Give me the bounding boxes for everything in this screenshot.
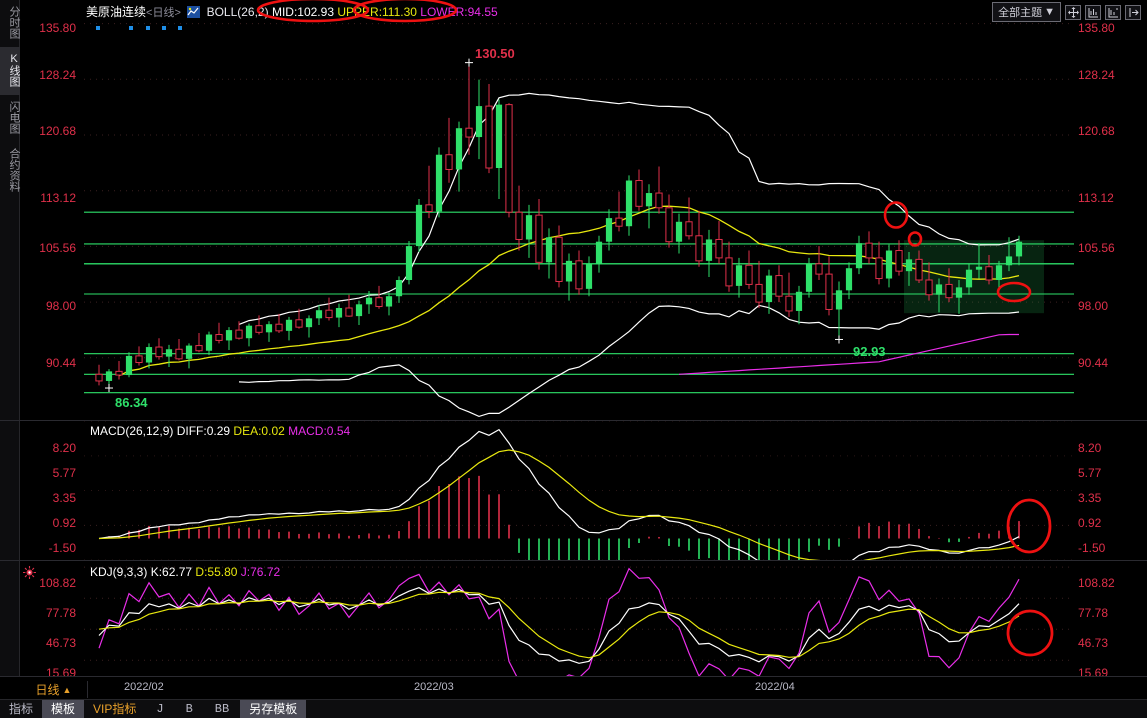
axis-tick: 108.82: [1078, 576, 1115, 590]
kdj-title: KDJ(9,3,3): [90, 565, 148, 579]
kdj-axis-right: 108.82 77.78 46.73 15.69: [1074, 560, 1136, 680]
macd-axis-left: 8.20 5.77 3.35 0.92 -1.50: [20, 420, 80, 560]
axis-tick: 77.78: [45, 606, 76, 620]
tab-template[interactable]: 模板: [42, 700, 85, 718]
axis-tick: 46.73: [45, 636, 76, 650]
tab-vip-indicator[interactable]: VIP指标: [93, 702, 137, 716]
tab-save-template[interactable]: 另存模板: [240, 700, 307, 718]
axis-tick: 90.44: [1078, 356, 1109, 370]
settings-sun-icon[interactable]: [23, 566, 36, 579]
axis-tick: -1.50: [48, 541, 76, 555]
layout-exit-icon[interactable]: [1125, 4, 1141, 20]
boll-lower-value: LOWER:94.55: [420, 5, 498, 19]
caret-up-icon: ▲: [62, 684, 72, 695]
axis-tick: 46.73: [1078, 636, 1109, 650]
price-axis-left: 135.80 128.24 120.68 113.12 105.56 98.00…: [20, 0, 80, 420]
theme-selector[interactable]: 全部主题 ▼: [992, 2, 1061, 22]
kdj-d-value: D:55.80: [195, 565, 238, 579]
axis-tick: 3.35: [1078, 491, 1102, 505]
boll-upper-value: UPPER:111.30: [337, 5, 417, 19]
left-sidebar: 分时图 K线图 闪电图 合约资料: [0, 0, 20, 694]
sidebar-item-label: 分时图: [8, 6, 20, 39]
period-label: <日线>: [146, 7, 181, 19]
price-axis-right: 135.80 128.24 120.68 113.12 105.56 98.00…: [1074, 0, 1136, 420]
chart-icon: [187, 6, 201, 18]
chart-header: 美原油连续<日线> BOLL(26,2) MID:102.93 UPPER:11…: [86, 3, 498, 20]
sidebar-item-label: 闪电图: [8, 101, 20, 134]
date-tick: 2022/03: [414, 681, 454, 693]
axis-tick: 0.92: [1078, 516, 1102, 530]
boll-mid-value: MID:102.93: [271, 5, 334, 19]
macd-header: MACD(26,12,9) DIFF:0.29 DEA:0.02 MACD:0.…: [90, 424, 350, 438]
axis-tick: 8.20: [1078, 441, 1102, 455]
sidebar-item-contract-info[interactable]: 合约资料: [0, 142, 20, 200]
axis-tick: 5.77: [52, 466, 76, 480]
axis-tick: 113.12: [1078, 191, 1114, 205]
axis-tick: 128.24: [1078, 68, 1115, 82]
macd-dea-value: DEA:0.02: [233, 424, 285, 438]
axis-tick: 0.92: [52, 516, 76, 530]
panel-divider: [0, 560, 1147, 561]
macd-value: MACD:0.54: [288, 424, 351, 438]
tab-indicator[interactable]: 指标: [9, 702, 34, 716]
layout-two-icon[interactable]: [1105, 4, 1121, 20]
axis-tick: 120.68: [39, 124, 76, 138]
top-toolbar: 全部主题 ▼: [992, 2, 1141, 22]
axis-tick: 108.82: [39, 576, 76, 590]
period-low-label-left: 86.34: [115, 395, 148, 410]
axis-tick: 3.35: [52, 491, 76, 505]
sidebar-item-label: 合约资料: [8, 148, 20, 192]
price-chart-panel[interactable]: [84, 0, 1074, 420]
axis-tick: 128.24: [39, 68, 76, 82]
axis-tick: 120.68: [1078, 124, 1115, 138]
axis-tick: 113.12: [40, 191, 76, 205]
date-axis: 2022/02 2022/03 2022/04: [0, 676, 1147, 698]
macd-chart-canvas[interactable]: [84, 421, 1074, 560]
date-tick: 2022/04: [755, 681, 795, 693]
symbol-name: 美原油连续: [86, 5, 147, 19]
axis-tick: 98.00: [45, 299, 76, 313]
axis-tick: 135.80: [1078, 21, 1115, 35]
axis-tick: 8.20: [52, 441, 76, 455]
boll-indicator-name: BOLL(26,2): [206, 5, 269, 19]
price-chart-canvas[interactable]: [84, 0, 1074, 420]
axis-tick: 98.00: [1078, 299, 1109, 313]
axis-tick: 135.80: [39, 21, 76, 35]
tab-bb[interactable]: BB: [214, 702, 230, 716]
axis-tick: 90.44: [45, 356, 76, 370]
period-selector[interactable]: 日线 ▲: [20, 681, 88, 698]
sidebar-item-label: K线图: [8, 53, 20, 87]
axis-tick: 77.78: [1078, 606, 1109, 620]
move-icon[interactable]: [1065, 4, 1081, 20]
panel-divider: [0, 420, 1147, 421]
kdj-j-value: J:76.72: [240, 565, 281, 579]
chevron-down-icon: ▼: [1044, 6, 1055, 18]
tab-b[interactable]: B: [185, 702, 193, 716]
sidebar-item-lightning[interactable]: 闪电图: [0, 95, 20, 142]
axis-tick: 105.56: [1078, 241, 1115, 255]
macd-diff-value: DIFF:0.29: [176, 424, 231, 438]
axis-tick: -1.50: [1078, 541, 1106, 555]
axis-tick: 5.77: [1078, 466, 1102, 480]
theme-selector-label: 全部主题: [998, 7, 1043, 19]
macd-chart-panel[interactable]: [84, 421, 1074, 560]
period-high-label: 130.50: [475, 46, 515, 61]
macd-title: MACD(26,12,9): [90, 424, 174, 438]
macd-axis-right: 8.20 5.77 3.35 0.92 -1.50: [1074, 420, 1136, 560]
bottom-tab-bar: 指标 模板 VIP指标 J B BB 另存模板: [0, 699, 1147, 718]
sidebar-item-intraday[interactable]: 分时图: [0, 0, 20, 47]
kdj-header: KDJ(9,3,3) K:62.77 D:55.80 J:76.72: [90, 565, 280, 579]
sidebar-item-candlestick[interactable]: K线图: [0, 47, 20, 95]
period-low-label-right: 92.93: [853, 344, 886, 359]
kdj-k-value: K:62.77: [150, 565, 193, 579]
date-tick: 2022/02: [124, 681, 164, 693]
period-selector-label: 日线: [35, 683, 60, 697]
tab-j[interactable]: J: [156, 702, 164, 716]
kdj-chart-canvas[interactable]: [84, 561, 1074, 676]
axis-tick: 105.56: [39, 241, 76, 255]
kdj-chart-panel[interactable]: [84, 561, 1074, 676]
layout-one-icon[interactable]: [1085, 4, 1101, 20]
